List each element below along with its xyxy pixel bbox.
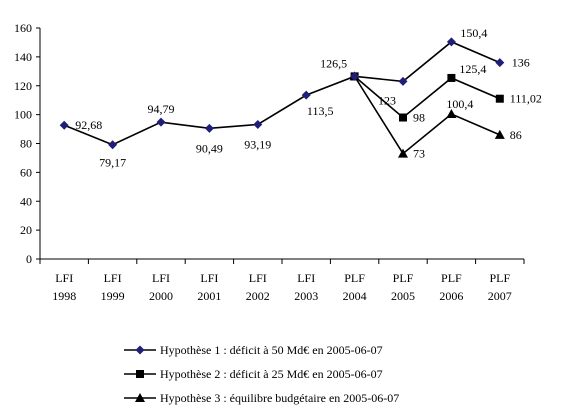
data-label: 98 <box>413 111 425 125</box>
data-label: 126,5 <box>320 56 347 70</box>
y-tick-label: 120 <box>14 79 32 93</box>
y-tick-label: 160 <box>14 21 32 35</box>
y-tick-label: 40 <box>20 194 32 208</box>
x-tick-label: 2000 <box>149 289 173 303</box>
data-point <box>108 140 118 150</box>
data-label: 73 <box>413 147 425 161</box>
y-tick-label: 140 <box>14 50 32 64</box>
legend-box <box>116 337 464 408</box>
x-tick-label: LFI <box>104 271 122 285</box>
x-tick-label: LFI <box>297 271 315 285</box>
data-label: 90,49 <box>196 141 223 155</box>
data-labels: 92,68 79,17 94,79 90,49 93,19 113,5 126,5 123 15… <box>75 26 542 170</box>
data-point <box>447 73 456 82</box>
x-tick-label: PLF <box>489 271 510 285</box>
data-point <box>446 37 456 47</box>
series-line <box>353 75 501 155</box>
legend-marker <box>136 370 144 378</box>
x-tick-label: 2007 <box>488 289 512 303</box>
y-tick-label: 100 <box>14 108 32 122</box>
data-point <box>204 123 214 133</box>
x-tick-label: PLF <box>441 271 462 285</box>
data-label: 92,68 <box>75 118 102 132</box>
y-tick-label: 0 <box>26 252 32 266</box>
x-tick-label: 2003 <box>294 289 318 303</box>
data-label: 93,19 <box>244 137 271 151</box>
legend: Hypothèse 1 : déficit à 50 Md€ en 2005-0… <box>116 337 464 408</box>
x-tick-label: LFI <box>152 271 170 285</box>
data-label: 123 <box>378 93 396 107</box>
legend-entry: Hypothèse 1 : déficit à 50 Md€ en 2005-0… <box>160 343 383 357</box>
legend-entry: Hypothèse 2 : déficit à 25 Md€ en 2005-0… <box>160 367 383 381</box>
x-tick-label: 1999 <box>101 289 125 303</box>
x-tick-label: 2002 <box>246 289 270 303</box>
data-label: 113,5 <box>307 104 334 118</box>
y-tick-label: 60 <box>20 165 32 179</box>
y-tick-label: 80 <box>20 137 32 151</box>
data-point <box>398 148 408 158</box>
x-tick-label: LFI <box>249 271 267 285</box>
series-line <box>63 40 501 146</box>
data-point <box>495 94 504 103</box>
legend-marker <box>135 393 145 402</box>
x-tick-label: PLF <box>344 271 365 285</box>
x-tick-label: PLF <box>393 271 414 285</box>
x-tick-label: 2006 <box>439 289 463 303</box>
x-tick-label: 1998 <box>52 289 76 303</box>
x-tick-label: LFI <box>200 271 218 285</box>
data-point <box>446 109 457 119</box>
x-tick-label: 2001 <box>197 289 221 303</box>
data-label: 100,4 <box>446 97 473 111</box>
series-lines <box>59 37 505 158</box>
data-point <box>301 90 311 100</box>
x-tick-label: 2004 <box>343 289 367 303</box>
x-tick-label: LFI <box>55 271 73 285</box>
data-point <box>350 71 360 81</box>
axes: 0 20 40 60 80 100 120 140 160 LFI 1998 LFI 1999 LFI 20… <box>14 21 525 303</box>
data-label: 94,79 <box>148 102 175 116</box>
data-label: 86 <box>510 128 522 142</box>
data-label: 79,17 <box>99 156 126 170</box>
data-point <box>398 76 408 86</box>
data-label: 111,02 <box>510 92 542 106</box>
data-point <box>495 58 505 68</box>
series-line <box>354 75 501 119</box>
data-point <box>494 129 505 139</box>
data-label: 150,4 <box>460 26 487 40</box>
y-tick-label: 20 <box>20 223 32 237</box>
data-label: 125,4 <box>459 62 486 76</box>
data-point <box>253 119 263 129</box>
data-point <box>399 113 407 122</box>
data-point <box>156 117 166 127</box>
x-tick-label: 2005 <box>391 289 415 303</box>
data-point <box>59 120 69 130</box>
legend-entry: Hypothèse 3 : équilibre budgétaire en 20… <box>160 391 399 405</box>
data-label: 136 <box>512 56 530 70</box>
legend-marker <box>135 345 145 355</box>
